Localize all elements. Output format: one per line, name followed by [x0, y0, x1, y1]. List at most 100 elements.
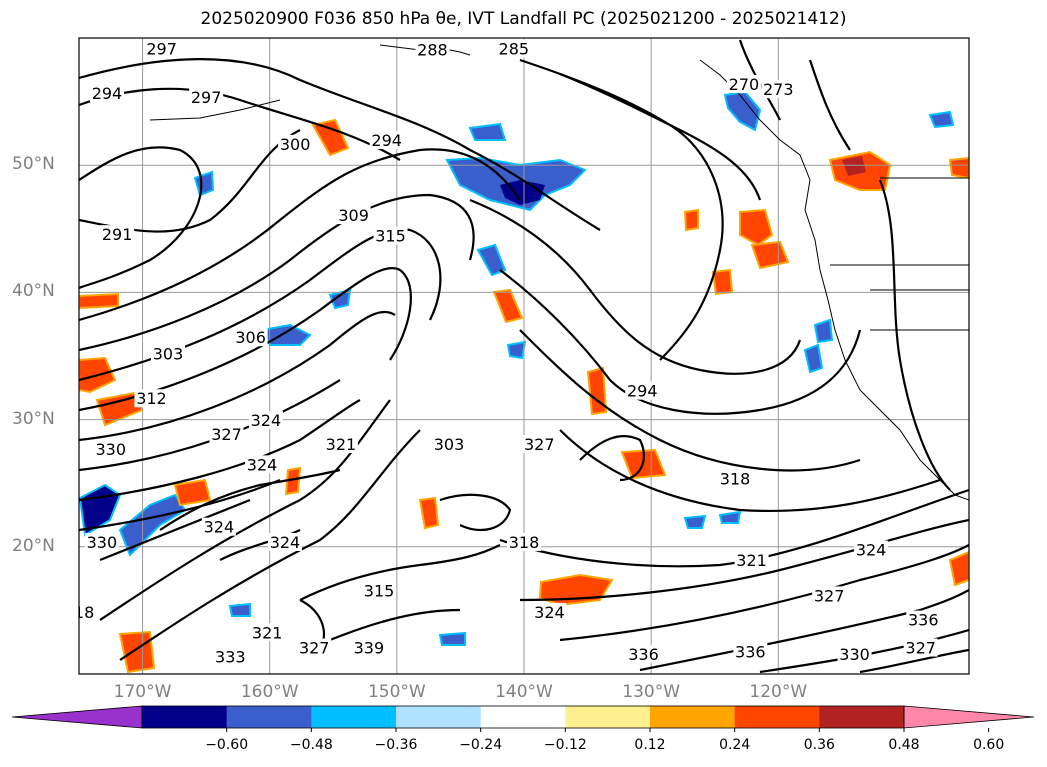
contour-label: 297 — [191, 88, 222, 107]
red-patch — [79, 292, 119, 310]
contour-line — [79, 478, 281, 532]
contour-label-bg — [213, 647, 248, 666]
contour-label-bg — [201, 517, 236, 536]
lon-tick-label: 170°W — [113, 682, 172, 702]
contour-label-bg — [626, 644, 661, 663]
contour-label-bg — [718, 469, 753, 488]
blue-patch — [506, 340, 527, 360]
colorbar-frame — [141, 705, 905, 729]
blue-patch — [928, 110, 955, 129]
contour-label-bg — [189, 87, 224, 106]
red-patch — [95, 390, 144, 427]
colorbar — [11, 705, 1035, 732]
contour-line — [299, 544, 501, 601]
contour-line — [219, 529, 301, 561]
lon-tick-label: 140°W — [495, 682, 553, 702]
contour-label: 321 — [252, 623, 283, 642]
blue-patch — [228, 602, 251, 617]
red-patch — [683, 208, 699, 232]
blue-patch — [193, 170, 215, 197]
contour-label: 306 — [235, 328, 266, 347]
contour-label-bg — [431, 435, 466, 454]
blue-patch — [468, 122, 507, 141]
contour-line — [559, 72, 762, 201]
blue-patch — [438, 631, 466, 646]
colorbar-extend-high — [903, 705, 1035, 729]
contour-label-bg — [250, 623, 285, 642]
contour-label: 315 — [364, 581, 395, 600]
colorbar-tick-label: −0.48 — [289, 737, 333, 753]
contour-labels: 297 288 285 270 273 294 297 300 294 291 309 315 306 3… — [79, 39, 941, 666]
contour-label-bg — [625, 381, 660, 400]
contour-label-bg — [507, 532, 541, 551]
contour-label: 327 — [524, 435, 555, 454]
contour-line — [79, 146, 203, 290]
contour-label: 294 — [92, 84, 123, 103]
contour-label: 324 — [270, 533, 301, 552]
contour-label-bg — [837, 644, 872, 663]
red-patch — [711, 268, 734, 296]
contour-label-bg — [297, 638, 332, 657]
contour-label: 324 — [251, 411, 282, 430]
lon-tick-label: 130°W — [622, 682, 681, 702]
contour-line — [119, 429, 421, 661]
contour-label-bg — [812, 586, 847, 605]
contour-line — [519, 329, 861, 472]
contour-label: 294 — [371, 131, 402, 150]
contour-label: 315 — [375, 226, 406, 245]
contour-line — [499, 488, 969, 568]
lon-tick-label: 120°W — [749, 682, 808, 702]
contour-label-bg — [733, 642, 768, 661]
darkred-patch — [842, 156, 866, 176]
contour-label-bg — [267, 532, 302, 551]
contour-label-bg — [323, 435, 358, 454]
contour-label: 327 — [211, 425, 242, 444]
lat-tick-label: 30°N — [12, 408, 55, 429]
colorbar-extend-low — [11, 705, 143, 729]
contour-label: 321 — [326, 435, 357, 454]
contour-label-bg — [522, 435, 557, 454]
blue-patch — [476, 243, 507, 277]
contour-label: 318 — [509, 533, 540, 552]
contour-label-bg — [79, 602, 96, 621]
colorbar-segment — [396, 706, 482, 728]
colorbar-segment — [226, 706, 312, 728]
contour-label-bg — [854, 540, 889, 559]
contour-label-bg — [336, 206, 371, 225]
colorbar-segment — [480, 706, 566, 728]
red-patch — [284, 466, 302, 496]
red-patch — [750, 240, 790, 270]
contour-label: 324 — [204, 518, 235, 537]
contour-line — [79, 193, 475, 352]
contour-label-bg — [278, 134, 313, 153]
contour-label-bg — [903, 638, 938, 657]
contour-line — [859, 648, 969, 674]
colorbar-tick-label: −0.60 — [205, 737, 249, 753]
contour-label-bg — [761, 80, 796, 99]
contour-label: 324 — [534, 603, 565, 622]
red-patch — [173, 478, 212, 507]
colorbar-tick-label: 0.48 — [888, 737, 920, 753]
lon-tick-label: 150°W — [367, 682, 426, 702]
chart-title: 2025020900 F036 850 hPa θe, IVT Landfall… — [200, 9, 847, 29]
contour-label: 300 — [280, 135, 311, 154]
contour-label: 327 — [905, 639, 936, 658]
contour-label-bg — [89, 83, 124, 102]
colorbar-segment — [650, 706, 736, 728]
contour-label-bg — [233, 328, 268, 347]
coastline — [149, 99, 281, 121]
contour-line — [559, 429, 941, 513]
contour-line — [519, 518, 969, 602]
contour-label: 285 — [499, 39, 530, 58]
contour-line — [499, 269, 862, 415]
contour-line — [519, 58, 724, 361]
colorbar-segment — [734, 706, 820, 728]
red-patch — [739, 208, 774, 247]
contour-label-bg — [369, 131, 404, 150]
contour-label: 273 — [763, 80, 794, 99]
contour-line — [79, 399, 361, 502]
contour-label: 291 — [102, 225, 133, 244]
red-patch — [492, 288, 524, 324]
lat-tick-label: 40°N — [12, 281, 55, 302]
red-patch — [948, 156, 969, 180]
